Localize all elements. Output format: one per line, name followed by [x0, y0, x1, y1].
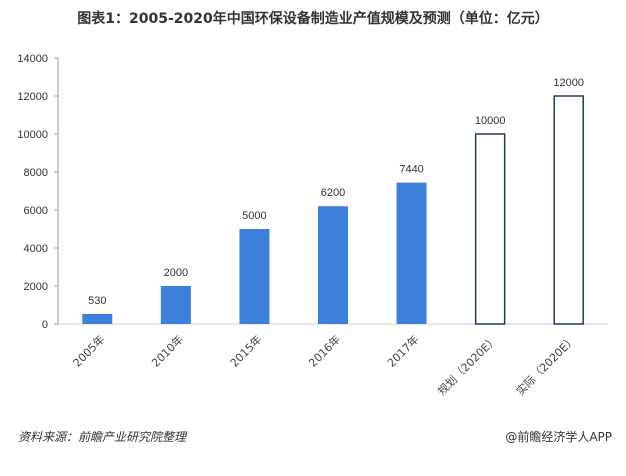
x-tick-label: 2017年: [384, 332, 421, 369]
y-tick-label: 6000: [24, 205, 48, 217]
y-tick-label: 14000: [17, 53, 48, 65]
x-tick-label: 规划（2020E）: [435, 332, 501, 398]
y-tick-label: 0: [42, 319, 48, 331]
x-tick-label: 实际（2020E）: [513, 332, 579, 398]
bar: [318, 206, 348, 324]
y-tick-label: 8000: [24, 167, 48, 179]
x-tick-label: 2015年: [227, 332, 264, 369]
x-tick-label: 2016年: [306, 332, 343, 369]
data-label: 10000: [475, 115, 506, 127]
y-tick-label: 10000: [17, 129, 48, 141]
data-label: 5000: [242, 210, 266, 222]
data-label: 6200: [321, 187, 345, 199]
data-label: 7440: [399, 164, 423, 176]
bar: [160, 286, 191, 324]
data-label: 530: [88, 295, 106, 307]
y-tick-label: 4000: [24, 243, 48, 255]
bar: [474, 133, 506, 325]
source-note: 资料来源：前瞻产业研究院整理: [18, 430, 187, 444]
x-tick-label: 2010年: [149, 332, 186, 369]
bar: [396, 182, 427, 324]
credit-note: @前瞻经济学人APP: [505, 430, 612, 444]
bar: [239, 229, 270, 324]
bar: [553, 95, 584, 325]
data-label: 2000: [164, 267, 188, 279]
bar: [82, 313, 113, 324]
x-tick-label: 2005年: [70, 332, 107, 369]
chart-title: 图表1：2005-2020年中国环保设备制造业产值规模及预测（单位：亿元）: [77, 11, 549, 27]
y-tick-label: 2000: [24, 281, 48, 293]
y-tick-label: 12000: [17, 91, 48, 103]
data-label: 12000: [553, 77, 584, 89]
